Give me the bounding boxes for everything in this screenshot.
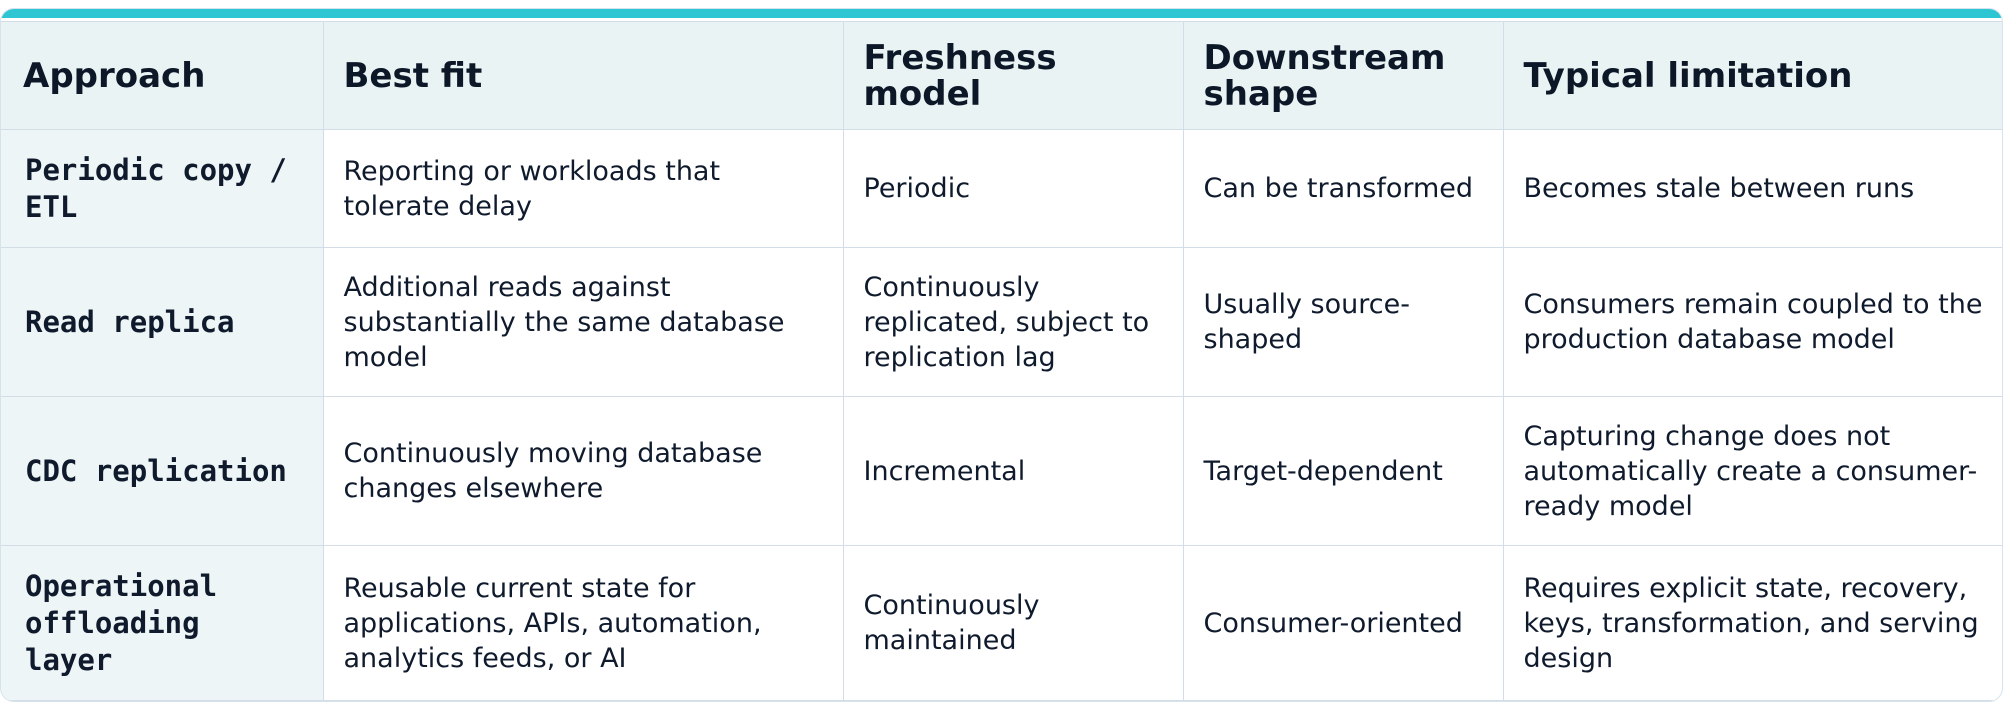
- limitation-cell: Becomes stale between runs: [1502, 129, 2002, 248]
- header-freshness-model: Freshness model: [842, 21, 1184, 130]
- table-row: CDC replication Continuously moving data…: [1, 396, 2002, 546]
- limitation-cell: Capturing change does not automatically …: [1502, 396, 2002, 546]
- limitation-cell: Consumers remain coupled to the producti…: [1502, 247, 2002, 397]
- table-row: Operational offloading layer Reusable cu…: [1, 545, 2002, 701]
- downstream-cell: Can be transformed: [1182, 129, 1504, 248]
- table-row: Read replica Additional reads against su…: [1, 247, 2002, 397]
- comparison-card: Approach Best fit Freshness model Downst…: [0, 8, 2003, 702]
- approach-cell: Periodic copy / ETL: [1, 129, 324, 248]
- downstream-cell: Consumer-oriented: [1182, 545, 1504, 701]
- approach-cell: CDC replication: [1, 396, 324, 546]
- best-fit-cell: Reusable current state for applications,…: [322, 545, 844, 701]
- freshness-cell: Periodic: [842, 129, 1184, 248]
- header-typical-limitation: Typical limitation: [1502, 21, 2002, 130]
- freshness-cell: Continuously maintained: [842, 545, 1184, 701]
- header-approach: Approach: [1, 21, 324, 130]
- best-fit-cell: Additional reads against substantially t…: [322, 247, 844, 397]
- best-fit-cell: Reporting or workloads that tolerate del…: [322, 129, 844, 248]
- downstream-cell: Target-dependent: [1182, 396, 1504, 546]
- comparison-table: Approach Best fit Freshness model Downst…: [1, 21, 2002, 701]
- freshness-cell: Continuously replicated, subject to repl…: [842, 247, 1184, 397]
- table-header-row: Approach Best fit Freshness model Downst…: [1, 21, 2002, 130]
- freshness-cell: Incremental: [842, 396, 1184, 546]
- limitation-cell: Requires explicit state, recovery, keys,…: [1502, 545, 2002, 701]
- downstream-cell: Usually source-shaped: [1182, 247, 1504, 397]
- table-row: Periodic copy / ETL Reporting or workloa…: [1, 129, 2002, 248]
- approach-cell: Read replica: [1, 247, 324, 397]
- approach-cell: Operational offloading layer: [1, 545, 324, 701]
- header-downstream-shape: Downstream shape: [1182, 21, 1504, 130]
- best-fit-cell: Continuously moving database changes els…: [322, 396, 844, 546]
- accent-bar: [1, 9, 2002, 18]
- header-best-fit: Best fit: [322, 21, 844, 130]
